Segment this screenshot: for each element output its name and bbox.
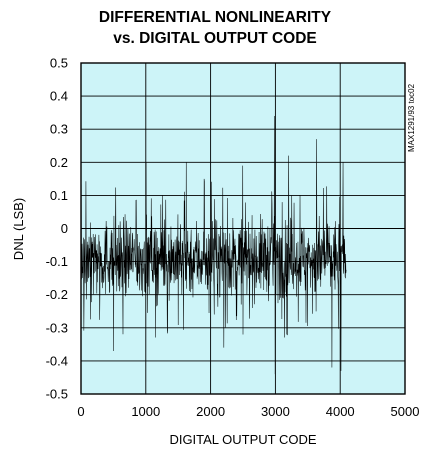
x-tick-label: 4000 xyxy=(326,404,355,419)
x-axis-ticks: 0 1000 2000 3000 4000 5000 xyxy=(77,404,419,419)
y-tick-label: 0.2 xyxy=(50,155,68,170)
y-tick-label: -0.3 xyxy=(46,320,68,335)
y-tick-label: -0.2 xyxy=(46,287,68,302)
chart-title-line2: vs. DIGITAL OUTPUT CODE xyxy=(113,30,317,47)
x-tick-label: 2000 xyxy=(196,404,225,419)
x-tick-label: 1000 xyxy=(131,404,160,419)
y-axis-ticks: 0.5 0.4 0.3 0.2 0.1 0 -0.1 -0.2 -0.3 -0.4 -0.5 xyxy=(46,56,68,402)
y-axis-label: DNL (LSB) xyxy=(11,198,26,260)
chart-title-line1: DIFFERENTIAL NONLINEARITY xyxy=(99,9,332,26)
x-tick-label: 5000 xyxy=(391,404,420,419)
x-tick-label: 0 xyxy=(77,404,84,419)
plot-frame xyxy=(80,62,406,395)
dnl-trace xyxy=(80,115,347,375)
y-tick-label: -0.4 xyxy=(46,353,68,368)
y-tick-label: 0.1 xyxy=(50,188,68,203)
y-tick-label: 0.4 xyxy=(50,89,68,104)
y-tick-label: -0.1 xyxy=(46,254,68,269)
x-tick-label: 3000 xyxy=(261,404,290,419)
y-tick-label: 0 xyxy=(61,221,68,236)
y-tick-label: 0.3 xyxy=(50,122,68,137)
x-axis-label: DIGITAL OUTPUT CODE xyxy=(169,432,316,447)
figure-id: MAX1291/93 toc02 xyxy=(407,83,416,152)
y-tick-label: -0.5 xyxy=(46,387,68,402)
y-tick-label: 0.5 xyxy=(50,56,68,71)
